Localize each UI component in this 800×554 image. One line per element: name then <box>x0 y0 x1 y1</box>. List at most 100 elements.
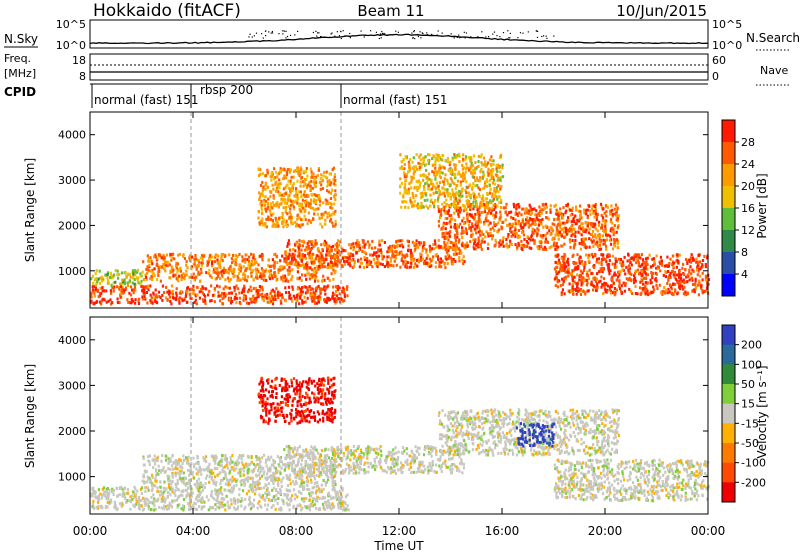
range-time-cell <box>207 293 210 297</box>
range-time-cell <box>299 180 302 184</box>
range-time-cell <box>485 230 488 234</box>
range-time-cell <box>407 160 410 164</box>
range-time-cell <box>530 218 533 221</box>
range-time-cell <box>485 184 488 188</box>
range-time-cell <box>234 292 237 296</box>
range-time-cell <box>159 296 162 300</box>
range-time-cell <box>143 288 146 292</box>
range-time-cell <box>474 227 477 231</box>
nsky-dot <box>297 30 299 32</box>
range-time-cell <box>210 299 213 303</box>
range-time-cell <box>445 231 448 235</box>
range-time-cell <box>576 281 580 285</box>
range-time-cell <box>246 258 249 262</box>
range-time-cell <box>516 214 519 217</box>
range-time-cell <box>493 178 496 182</box>
range-time-cell <box>682 287 685 291</box>
range-time-cell <box>670 287 673 291</box>
range-time-cell <box>475 202 478 206</box>
range-time-cell <box>214 270 217 274</box>
range-time-cell <box>243 273 247 277</box>
range-time-cell <box>556 280 559 284</box>
range-time-cell <box>310 256 313 260</box>
range-time-cell <box>106 487 109 490</box>
range-time-cell <box>438 193 441 197</box>
range-time-cell <box>590 238 593 242</box>
range-time-cell <box>626 259 629 263</box>
range-time-cell <box>309 184 312 188</box>
range-time-cell <box>399 265 402 269</box>
range-time-cell <box>380 251 383 255</box>
range-time-cell <box>275 204 278 208</box>
range-time-cell <box>598 234 601 238</box>
range-time-cell <box>572 216 575 220</box>
range-time-cell <box>304 170 308 174</box>
range-time-cell <box>458 152 461 156</box>
range-time-cell <box>520 239 523 243</box>
range-time-cell <box>591 255 595 259</box>
range-time-cell <box>410 186 413 190</box>
range-time-cell <box>477 186 480 190</box>
range-time-cell <box>122 288 126 292</box>
range-time-cell <box>335 248 338 252</box>
range-time-cell <box>207 272 211 276</box>
range-time-cell <box>445 250 448 254</box>
nsky-dot <box>363 36 365 38</box>
range-time-cell <box>614 260 617 263</box>
range-time-cell <box>189 288 192 292</box>
range-time-cell <box>376 265 379 269</box>
range-time-cell <box>475 221 478 224</box>
range-time-cell <box>400 243 403 247</box>
range-time-cell <box>341 247 344 251</box>
range-time-cell <box>474 167 477 171</box>
range-time-cell <box>434 157 437 161</box>
range-time-cell <box>315 270 318 274</box>
range-time-cell <box>621 268 624 272</box>
range-time-cell <box>239 499 242 503</box>
range-time-cell <box>465 241 469 245</box>
range-time-cell <box>628 266 631 270</box>
range-time-cell <box>151 301 154 305</box>
range-time-cell <box>303 193 306 197</box>
nsky-dot <box>459 37 461 39</box>
range-time-cell <box>198 290 201 294</box>
range-time-cell <box>464 205 467 209</box>
range-time-cell <box>603 242 606 246</box>
range-time-cell <box>320 173 323 177</box>
range-time-cell <box>660 262 663 266</box>
range-time-cell <box>237 500 240 504</box>
range-time-cell <box>609 209 612 213</box>
range-time-cell <box>387 265 390 269</box>
range-time-cell <box>447 247 450 251</box>
range-time-cell <box>283 266 286 270</box>
range-time-cell <box>224 488 227 492</box>
nsky-dot <box>414 38 416 40</box>
range-time-cell <box>298 239 301 243</box>
range-time-cell <box>407 170 410 174</box>
range-time-cell <box>616 246 619 250</box>
range-time-cell <box>259 495 262 499</box>
range-time-cell <box>499 214 502 218</box>
range-time-cell <box>610 217 613 221</box>
range-time-cell <box>705 274 708 278</box>
range-time-cell <box>285 176 288 180</box>
range-time-cell <box>562 206 565 210</box>
range-time-cell <box>498 165 501 169</box>
range-time-cell <box>412 194 415 198</box>
range-time-cell <box>417 180 420 184</box>
range-time-cell <box>171 292 175 296</box>
range-time-cell <box>293 253 296 257</box>
range-time-cell <box>453 233 457 237</box>
range-time-cell <box>588 253 591 257</box>
range-time-cell <box>454 187 457 191</box>
range-time-cell <box>100 292 103 296</box>
range-time-cell <box>544 240 547 244</box>
range-time-cell <box>102 297 105 301</box>
range-time-cell <box>455 184 458 188</box>
range-time-cell <box>598 280 601 284</box>
range-time-cell <box>554 284 557 288</box>
range-time-cell <box>287 498 290 501</box>
range-time-cell <box>595 227 598 231</box>
range-time-cell <box>216 284 219 288</box>
range-time-cell <box>299 203 303 207</box>
